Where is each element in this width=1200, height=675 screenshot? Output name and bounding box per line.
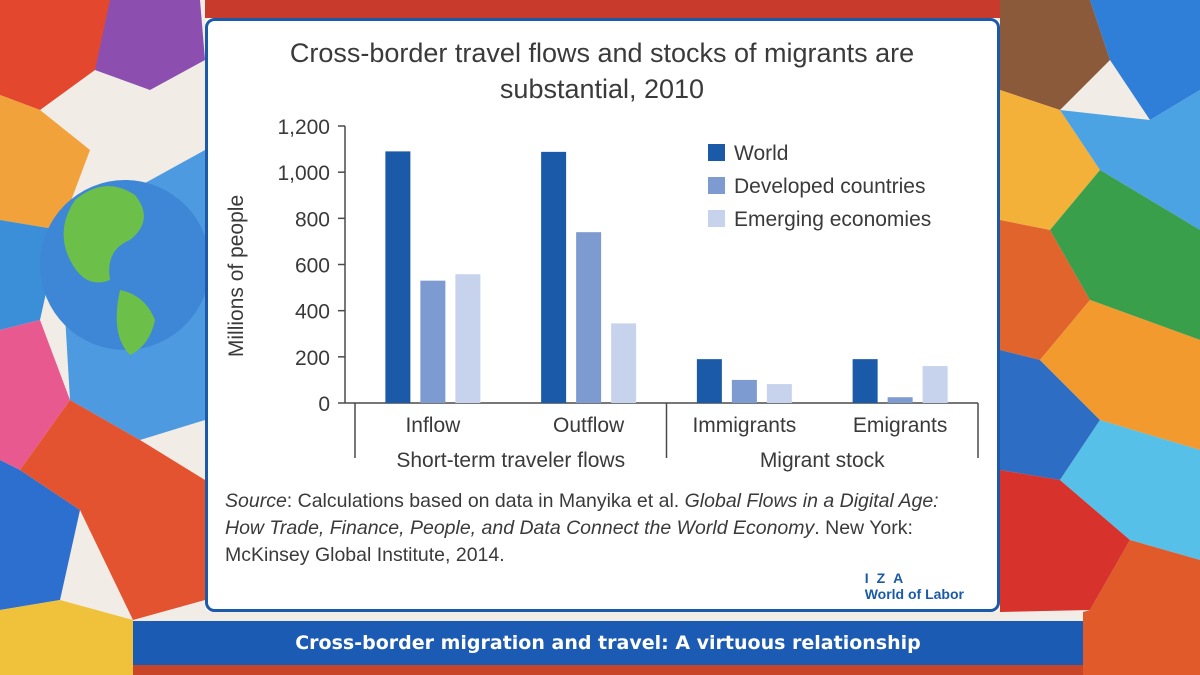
source-text-1: : Calculations based on data in Manyika … — [286, 490, 685, 512]
chart-title-line1: Cross-border travel flows and stocks of … — [290, 38, 914, 68]
plot-area: 0 200 400 600 800 1,000 1,200 Inflow Outflow Immi… — [277, 116, 979, 472]
x-category-label: Outflow — [553, 414, 625, 437]
source-note: Source: Calculations based on data in Ma… — [225, 488, 980, 569]
y-tick-label: 1,200 — [277, 116, 330, 139]
legend-swatch — [708, 177, 725, 194]
logo-line1: IZA — [864, 570, 912, 586]
y-tick-label: 600 — [295, 255, 330, 278]
y-tick-label: 800 — [295, 208, 330, 231]
legend-label: World — [734, 142, 788, 165]
y-tick-label: 200 — [295, 347, 330, 370]
y-tick-label: 1,000 — [277, 162, 330, 185]
bar-emerging-economies-outflow — [611, 323, 637, 403]
x-category-label: Inflow — [405, 414, 461, 437]
bar-developed-countries-outflow — [576, 232, 602, 403]
bar-world-inflow — [385, 151, 411, 403]
bar-emerging-economies-inflow — [455, 274, 481, 403]
y-tick-label: 400 — [295, 301, 330, 324]
bar-world-immigrants — [696, 359, 722, 403]
bar-developed-countries-immigrants — [731, 379, 757, 403]
legend-label: Developed countries — [734, 175, 925, 198]
legend-swatch — [708, 210, 725, 227]
bar-world-outflow — [541, 151, 567, 403]
legend-swatch — [708, 144, 725, 161]
chart-title-line2: substantial, 2010 — [500, 74, 704, 104]
y-tick-label: 0 — [318, 393, 330, 416]
source-label: Source — [225, 490, 287, 512]
bar-emerging-economies-immigrants — [766, 384, 792, 403]
iza-logo: IZA World of Labor — [865, 570, 964, 602]
caption-banner: Cross-border migration and travel: A vir… — [133, 621, 1083, 665]
x-group-label: Migrant stock — [760, 449, 885, 472]
x-category-label: Emigrants — [853, 414, 948, 437]
chart-card: Cross-border travel flows and stocks of … — [205, 18, 1000, 612]
legend-label: Emerging economies — [734, 208, 931, 231]
bar-emerging-economies-emigrants — [922, 366, 948, 403]
x-category-label: Immigrants — [692, 414, 796, 437]
bar-chart: Cross-border travel flows and stocks of … — [225, 38, 979, 472]
legend: World Developed countries Emerging economi… — [708, 142, 931, 231]
bar-world-emigrants — [852, 359, 878, 403]
x-group-label: Short-term traveler flows — [396, 449, 625, 472]
y-axis-label: Millions of people — [225, 195, 248, 357]
logo-line2: World of Labor — [864, 586, 964, 602]
bar-developed-countries-inflow — [420, 280, 446, 403]
bar-developed-countries-emigrants — [887, 397, 913, 403]
